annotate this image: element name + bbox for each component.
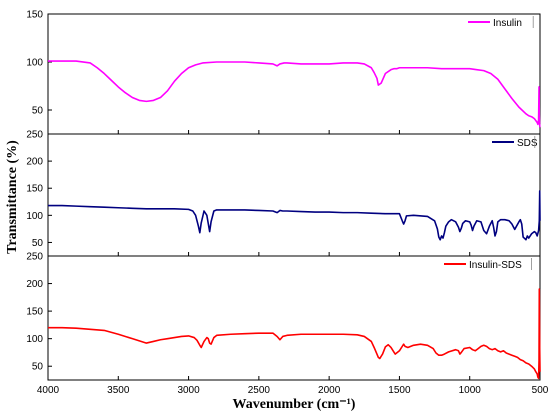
y-tick-label-insulin-sds-250: 250 [26,252,43,263]
x-tick-label-1000: 1000 [459,385,482,396]
legend-label-sds: SDS [517,138,538,149]
panel-frame-insulin-sds [47,255,541,381]
y-tick-label-insulin-100: 100 [26,58,43,69]
x-tick-label-1500: 1500 [388,385,411,396]
y-tick-label-insulin-150: 150 [26,10,43,21]
y-tick-label-sds-50: 50 [32,238,44,249]
y-tick-label-sds-150: 150 [26,184,43,195]
x-tick-label-2000: 2000 [318,385,341,396]
panel-frame-insulin [47,13,541,135]
panel-frame-sds [47,133,541,257]
y-tick-label-insulin-50: 50 [32,106,44,117]
y-tick-label-sds-200: 200 [26,157,43,168]
x-tick-label-3500: 3500 [107,385,130,396]
x-tick-label-2500: 2500 [248,385,271,396]
x-tick-label-4000: 4000 [37,385,60,396]
y-tick-label-sds-100: 100 [26,211,43,222]
legend-label-insulin: Insulin [493,18,522,29]
legend-label-insulin-sds: Insulin-SDS [469,260,522,271]
y-tick-label-sds-250: 250 [26,130,43,141]
series-line-insulin-sds [48,288,541,380]
y-tick-label-insulin-sds-50: 50 [32,362,44,373]
y-tick-label-insulin-sds-200: 200 [26,279,43,290]
series-line-insulin [48,60,541,128]
y-tick-label-insulin-sds-100: 100 [26,334,43,345]
y-tick-label-insulin-sds-150: 150 [26,307,43,318]
series-line-sds [48,190,541,241]
x-tick-label-3000: 3000 [177,385,200,396]
x-tick-label-500: 500 [532,385,549,396]
y-axis-label: Transmittance (%) [5,140,20,254]
x-axis-label: Wavenumber (cm⁻¹) [233,397,356,412]
